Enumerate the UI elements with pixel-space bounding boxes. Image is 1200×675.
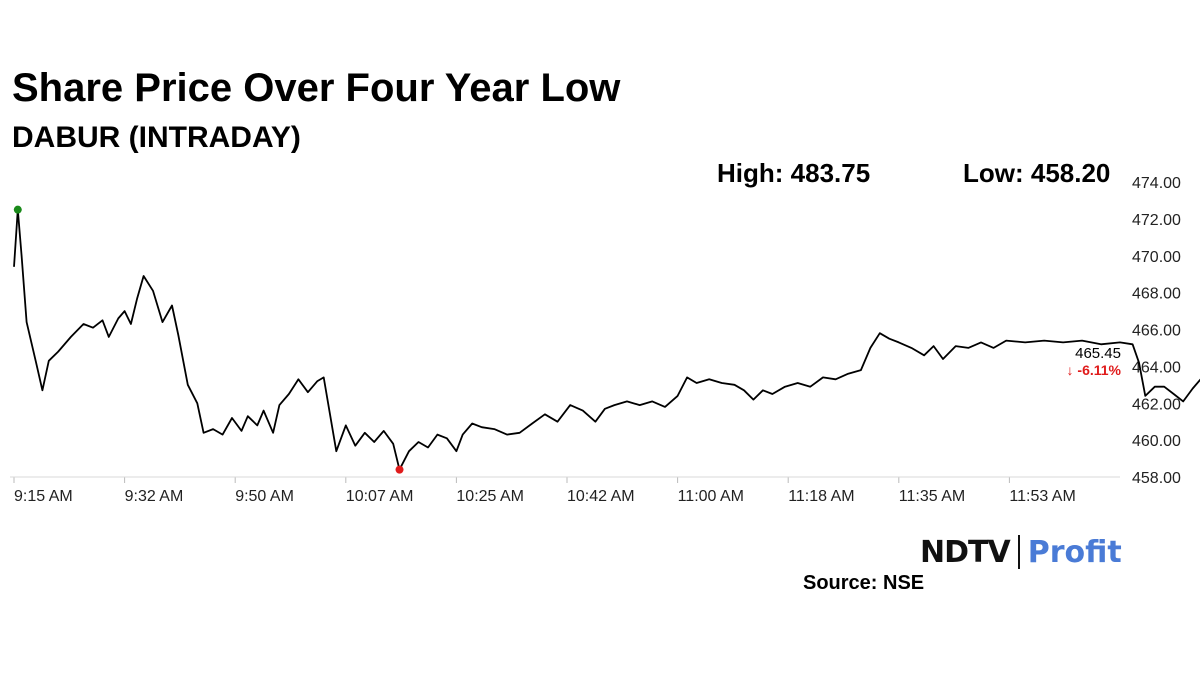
x-tick-label: 9:32 AM <box>125 488 184 505</box>
x-tick-label: 11:53 AM <box>1009 488 1075 505</box>
brand-divider <box>1017 535 1020 569</box>
y-tick-label: 472.00 <box>1132 212 1181 229</box>
day-high-label: High: 483.75 <box>717 158 871 188</box>
price-change-label: ↓ -6.11% <box>1067 362 1122 378</box>
source-note: Source: NSE <box>803 572 925 594</box>
ndtv-profit-logo: NDTV Profit <box>920 532 1122 572</box>
x-tick-label: 9:15 AM <box>14 488 73 505</box>
y-tick-label: 458.00 <box>1132 470 1181 487</box>
brand-profit-text: Profit <box>1027 534 1122 570</box>
y-tick-label: 468.00 <box>1132 286 1181 303</box>
x-tick-label: 11:18 AM <box>788 488 854 505</box>
chart-title: Share Price Over Four Year Low <box>12 66 621 110</box>
brand-ndtv-text: NDTV <box>920 534 1011 570</box>
low-marker <box>395 465 404 474</box>
x-tick-label: 10:42 AM <box>567 488 635 505</box>
y-tick-label: 462.00 <box>1132 396 1181 413</box>
chart-subtitle: DABUR (INTRADAY) <box>12 121 301 154</box>
y-tick-label: 460.00 <box>1132 433 1181 450</box>
x-tick-label: 10:07 AM <box>346 488 414 505</box>
x-tick-label: 11:35 AM <box>899 488 965 505</box>
y-tick-label: 474.00 <box>1132 175 1181 192</box>
y-tick-label: 466.00 <box>1132 323 1181 340</box>
y-tick-label: 470.00 <box>1132 249 1181 266</box>
y-axis: 474.00 472.00 470.00 468.00 466.00 464.00 462.… <box>1132 175 1181 487</box>
x-tick-label: 9:50 AM <box>235 488 294 505</box>
x-axis: 9:15 AM 9:32 AM 9:50 AM 10:07 AM 10:25 AM 10:… <box>13 477 1076 505</box>
price-series-line <box>13 208 1200 471</box>
day-low-label: Low: 458.20 <box>963 158 1111 188</box>
x-tick-label: 10:25 AM <box>456 488 524 505</box>
last-price-label: 465.45 <box>1075 345 1121 362</box>
x-tick-label: 11:00 AM <box>678 488 744 505</box>
open-marker <box>13 205 22 214</box>
y-tick-label: 464.00 <box>1132 359 1181 376</box>
